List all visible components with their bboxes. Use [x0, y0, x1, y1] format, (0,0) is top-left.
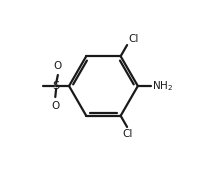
Text: NH$_2$: NH$_2$	[152, 79, 173, 93]
Text: O: O	[54, 61, 62, 71]
Text: Cl: Cl	[122, 129, 132, 139]
Text: O: O	[51, 101, 59, 111]
Text: Cl: Cl	[128, 34, 138, 44]
Text: S: S	[53, 81, 60, 91]
